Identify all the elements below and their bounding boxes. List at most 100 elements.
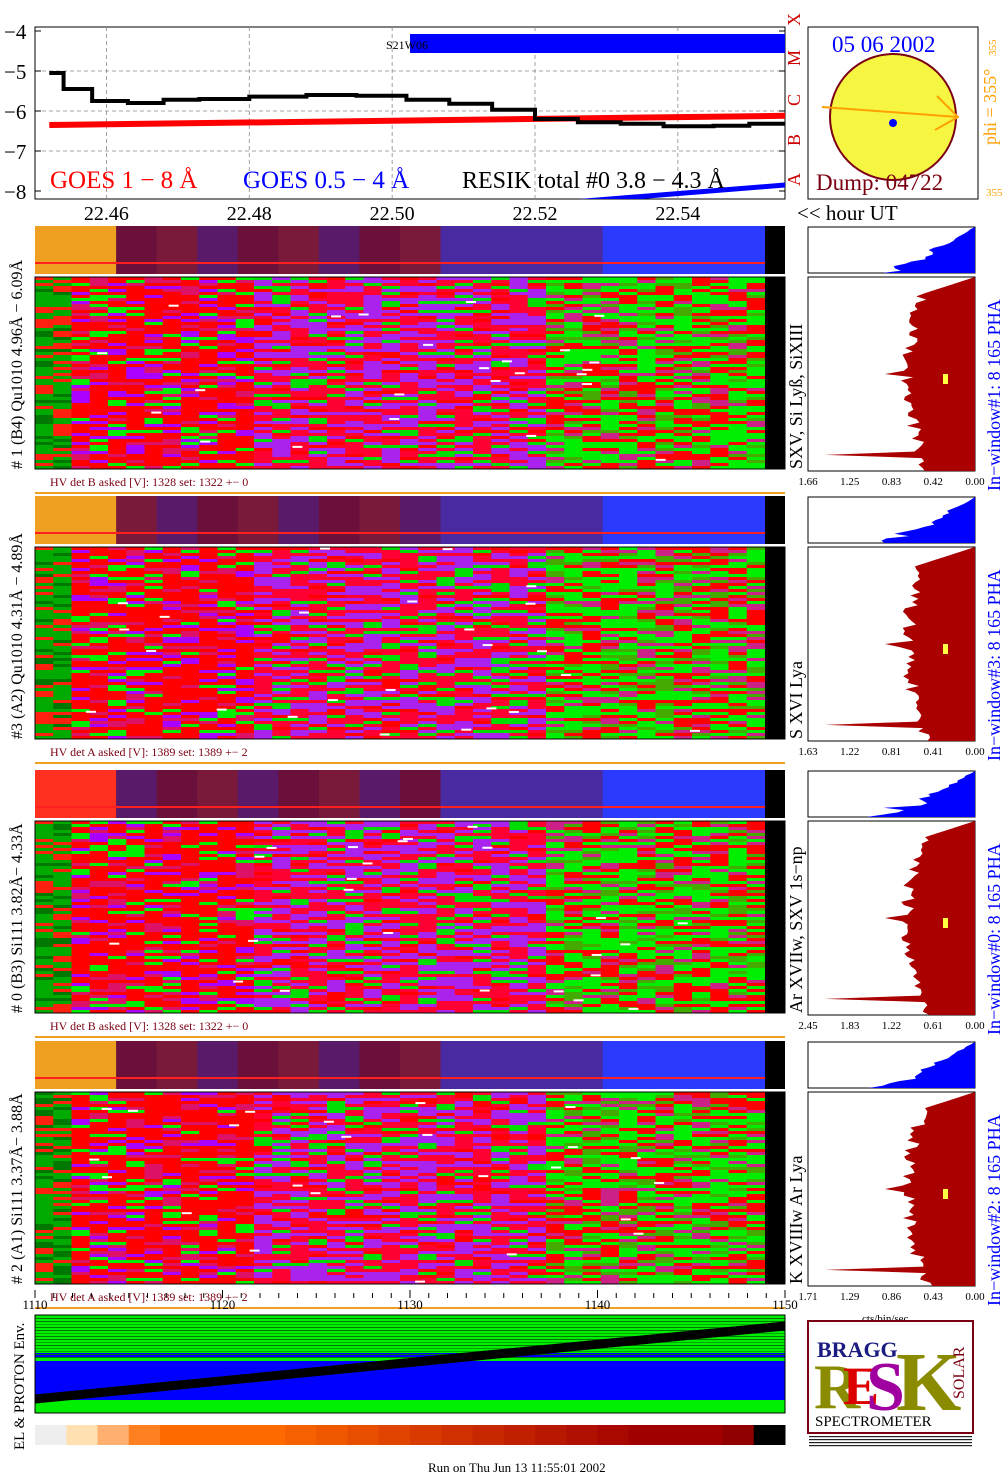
spec-cell [527,277,547,281]
spec-cell [491,592,510,596]
spec-cell [217,349,237,353]
spec-cell [473,727,492,731]
spec-cell [199,667,218,671]
spec-cell [400,442,419,446]
spec-cell [217,583,237,587]
spec-cell [728,280,748,284]
spec-cell [144,607,164,611]
spec-cell [108,316,127,320]
spec-cell [345,373,364,377]
spec-cell [181,589,200,593]
spec-cell [692,340,711,344]
spec-cell [254,334,273,338]
spec-cell [400,625,419,629]
spec-cell [692,394,711,398]
spec-cell [35,583,54,587]
spec-cell [673,583,693,587]
spec-cell [181,682,200,686]
spec-cell [272,715,291,719]
spec-cell [509,289,529,293]
spec-speckle [389,418,400,421]
spec-cell [710,424,729,428]
spec-cell [564,430,583,434]
spec-cell [473,325,492,329]
spec-cell [692,388,711,392]
spec-cell [454,286,474,290]
spec-cell [582,703,602,707]
spec-cell [454,367,474,371]
spec-cell [527,466,547,470]
spec-cell [363,415,383,419]
sun-phi: phi = 355° [980,69,1000,145]
spec-cell [126,661,145,665]
spec-cell [272,601,291,605]
spec-cell [235,655,255,659]
spec-cell [509,622,529,626]
spec-cell [527,424,547,428]
spec-cell [692,304,711,308]
spec-cell [491,277,510,281]
spec-cell [71,691,91,695]
spec-cell [418,400,437,404]
spec-cell [436,706,456,710]
spec-cell [272,310,291,314]
spec-cell [327,427,346,431]
spec-cell [71,664,91,668]
spec-cell [637,340,656,344]
spec-cell [308,322,328,326]
spec-cell [436,613,456,617]
spec-cell [546,571,565,575]
spec-cell [144,280,164,284]
spec-cell [144,424,164,428]
spec-cell [89,319,109,323]
spec-cell [564,346,583,350]
spec-cell [436,307,456,311]
spec-cell [418,673,437,677]
spec-cell [491,727,510,731]
spec-cell [71,673,91,677]
spec-cell [600,682,620,686]
spec-cell [345,682,364,686]
spec-cell [35,400,54,404]
spec-cell [89,430,109,434]
spec-cell [181,334,200,338]
spec-cell [619,331,638,335]
spec-cell [673,331,693,335]
spec-cell [418,634,437,638]
spec-cell [619,643,638,647]
spec-cell [35,382,54,386]
spec-cell [235,370,255,374]
spec-cell [418,298,437,302]
spec-cell [418,370,437,374]
spec-cell [108,358,127,362]
spec-cell [35,442,54,446]
spec-cell [308,424,328,428]
spec-cell [53,436,72,440]
spec-cell [89,376,109,380]
spec-cell [308,430,328,434]
spec-cell [53,712,72,716]
spec-cell [53,373,72,377]
spec-cell [53,310,72,314]
spec-cell [509,295,529,299]
spec-cell [35,652,54,656]
spec-cell [217,733,237,737]
spec-cell [108,319,127,323]
spec-cell [491,673,510,677]
spec-cell [363,295,383,299]
spec-cell [71,409,91,413]
spec-cell [181,445,200,449]
spec-cell [400,334,419,338]
spec-cell [582,436,602,440]
spec-cell [308,697,328,701]
spec-cell [619,550,638,554]
spec-cell [509,712,529,716]
spec-cell [108,298,127,302]
spec-cell [363,316,383,320]
spec-cell [35,673,54,677]
spec-cell [235,379,255,383]
spec-cell [108,565,127,569]
spec-cell [217,547,237,551]
spec-cell [290,415,310,419]
spec-cell [454,466,474,470]
